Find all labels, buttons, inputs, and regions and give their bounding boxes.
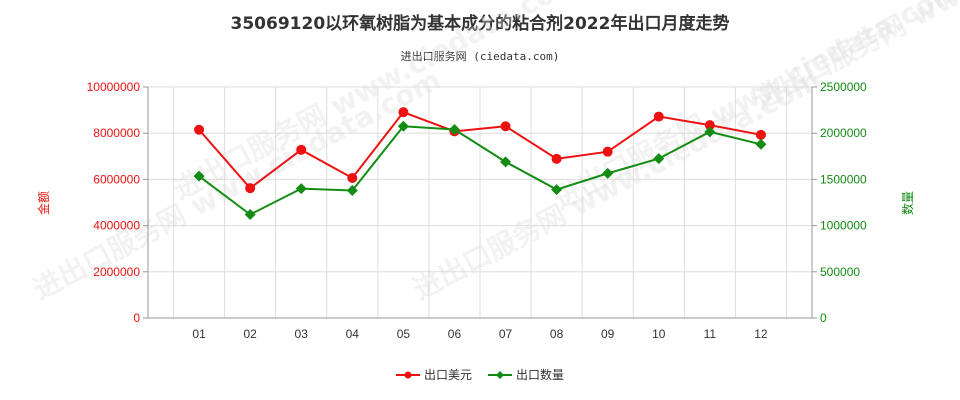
data-point-qty[interactable] bbox=[193, 170, 205, 182]
data-point-usd[interactable] bbox=[755, 129, 766, 140]
right-tick-label: 500000 bbox=[820, 265, 860, 279]
data-point-qty[interactable] bbox=[653, 153, 665, 165]
x-tick-label: 12 bbox=[754, 327, 768, 341]
left-tick-label: 8000000 bbox=[93, 126, 140, 140]
legend: 出口美元 出口数量 bbox=[396, 367, 564, 382]
x-tick-label: 06 bbox=[448, 327, 462, 341]
data-point-usd[interactable] bbox=[500, 121, 511, 132]
left-tick-label: 6000000 bbox=[93, 172, 140, 186]
legend-label[interactable]: 出口美元 bbox=[424, 368, 472, 382]
x-tick-label: 08 bbox=[550, 327, 564, 341]
right-tick-label: 0 bbox=[820, 311, 827, 325]
data-point-qty[interactable] bbox=[500, 156, 512, 168]
left-tick-label: 2000000 bbox=[93, 265, 140, 279]
x-tick-label: 01 bbox=[192, 327, 206, 341]
x-tick-label: 04 bbox=[346, 327, 360, 341]
data-point-usd[interactable] bbox=[347, 173, 358, 184]
data-point-usd[interactable] bbox=[398, 107, 409, 118]
data-point-usd[interactable] bbox=[245, 183, 256, 194]
series-line-qty bbox=[198, 125, 762, 216]
left-axis-ticks: 0 2000000 4000000 6000000 8000000 10000000 bbox=[87, 80, 148, 325]
left-tick-label: 0 bbox=[133, 311, 140, 325]
left-tick-label: 4000000 bbox=[93, 219, 140, 233]
right-tick-label: 1000000 bbox=[820, 219, 867, 233]
chart-title: 35069120以环氧树脂为基本成分的粘合剂2022年出口月度走势 bbox=[230, 14, 730, 34]
x-tick-label: 09 bbox=[601, 327, 615, 341]
x-tick-label: 02 bbox=[243, 327, 257, 341]
right-axis-ticks: 0 500000 1000000 1500000 2000000 2500000 bbox=[812, 80, 867, 325]
x-tick-label: 10 bbox=[652, 327, 666, 341]
data-point-usd[interactable] bbox=[602, 146, 613, 157]
axes bbox=[147, 87, 813, 319]
data-point-usd[interactable] bbox=[704, 120, 715, 131]
chart-subtitle: 进出口服务网 (ciedata.com) bbox=[400, 50, 560, 63]
data-point-qty[interactable] bbox=[244, 209, 256, 221]
x-tick-label: 07 bbox=[499, 327, 513, 341]
series-line-usd bbox=[198, 110, 762, 190]
x-tick-label: 05 bbox=[397, 327, 411, 341]
legend-marker bbox=[496, 371, 504, 379]
right-tick-label: 1500000 bbox=[820, 172, 867, 186]
data-point-qty[interactable] bbox=[755, 138, 767, 150]
x-tick-label: 03 bbox=[295, 327, 309, 341]
legend-label[interactable]: 出口数量 bbox=[516, 367, 564, 382]
data-point-qty[interactable] bbox=[448, 124, 460, 136]
watermark-layer: 进出口服务网 www.ciedata.com 进出口服务网 www.ciedata… bbox=[28, 0, 960, 306]
right-axis-label: 数量 bbox=[900, 191, 915, 215]
left-axis-label: 金额 bbox=[36, 191, 51, 215]
x-axis-ticks: 01 02 03 04 05 06 07 08 09 10 11 12 bbox=[192, 327, 768, 341]
watermark-text: 进出口服务网 www.ciedata.com bbox=[748, 0, 960, 116]
data-point-usd[interactable] bbox=[194, 124, 205, 135]
right-tick-label: 2500000 bbox=[820, 80, 867, 94]
grid-lines bbox=[148, 86, 812, 318]
watermark-text: 进出口服务网 www.ciedata.com bbox=[168, 0, 586, 206]
series-layer bbox=[193, 107, 767, 221]
data-point-qty[interactable] bbox=[346, 184, 358, 196]
data-point-qty[interactable] bbox=[397, 120, 409, 132]
x-tick-label: 11 bbox=[704, 327, 717, 341]
data-point-qty[interactable] bbox=[602, 167, 614, 179]
data-point-usd[interactable] bbox=[296, 144, 307, 155]
right-tick-label: 2000000 bbox=[820, 126, 867, 140]
data-point-qty[interactable] bbox=[295, 183, 307, 195]
left-tick-label: 10000000 bbox=[87, 80, 141, 94]
data-point-qty[interactable] bbox=[704, 126, 716, 138]
data-point-usd[interactable] bbox=[551, 153, 562, 164]
data-point-qty[interactable] bbox=[551, 184, 563, 196]
legend-marker bbox=[404, 371, 412, 379]
data-point-usd[interactable] bbox=[653, 111, 664, 122]
